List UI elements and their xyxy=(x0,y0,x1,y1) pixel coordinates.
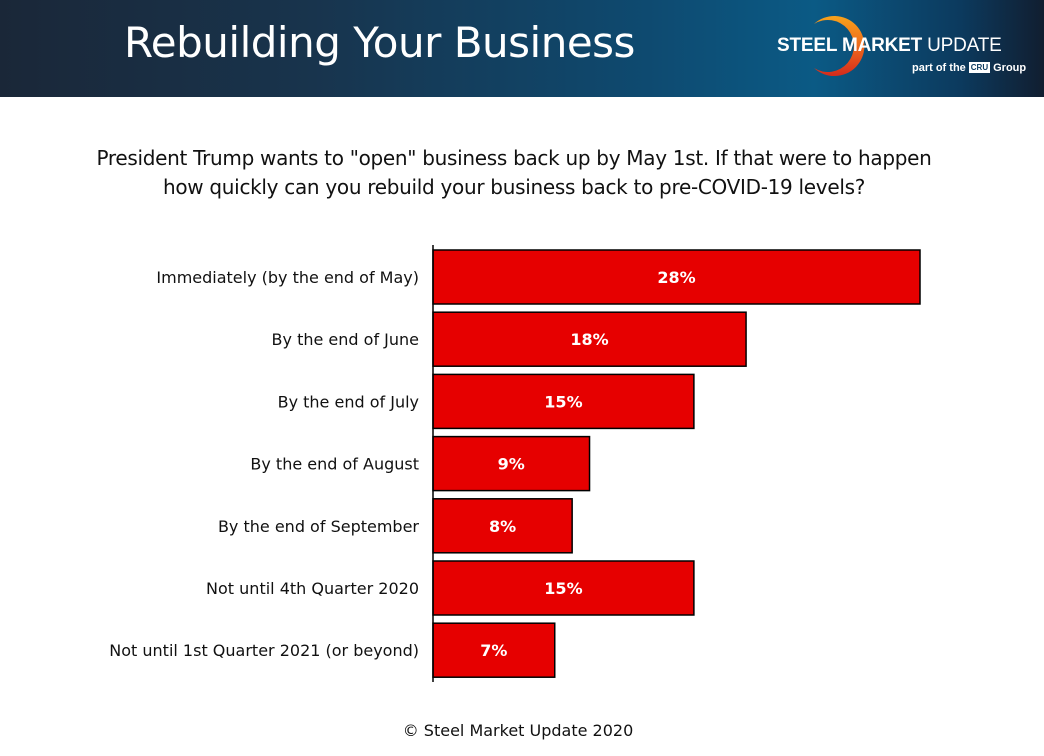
data-label: 18% xyxy=(570,330,608,349)
category-label: Immediately (by the end of May) xyxy=(156,268,419,287)
data-label: 15% xyxy=(544,579,582,598)
category-label: Not until 1st Quarter 2021 (or beyond) xyxy=(109,641,419,660)
question-line-2: how quickly can you rebuild your busines… xyxy=(162,175,866,199)
category-label: Not until 4th Quarter 2020 xyxy=(206,579,419,598)
category-label: By the end of July xyxy=(278,392,419,411)
data-label: 28% xyxy=(657,268,695,287)
data-label: 8% xyxy=(489,517,516,536)
logo-subline: part of the CRU Group xyxy=(912,62,1027,74)
logo-wordmark: STEEL MARKET UPDATE xyxy=(777,35,1002,56)
category-label: By the end of June xyxy=(272,330,419,349)
page-title: Rebuilding Your Business xyxy=(124,18,635,67)
bar xyxy=(432,311,747,367)
bar xyxy=(432,373,695,430)
category-label: By the end of September xyxy=(218,517,419,536)
data-label: 15% xyxy=(544,392,582,411)
bar xyxy=(432,498,573,554)
crescent-logo-icon xyxy=(814,16,865,77)
copyright-footer: © Steel Market Update 2020 xyxy=(402,721,634,740)
cru-badge: CRU xyxy=(968,62,991,73)
question-line-1: President Trump wants to "open" business… xyxy=(96,146,932,170)
data-label: 9% xyxy=(498,455,525,474)
data-label: 7% xyxy=(480,641,507,660)
bar xyxy=(432,622,556,678)
category-label: By the end of August xyxy=(250,455,419,474)
bar xyxy=(432,435,591,492)
steel-market-update-logo: STEEL MARKET UPDATE part of the CRU Group xyxy=(770,8,1030,88)
header-banner: Rebuilding Your Business STEEL MARKET UP… xyxy=(0,0,1044,97)
chart-question: President Trump wants to "open" business… xyxy=(0,144,1028,202)
